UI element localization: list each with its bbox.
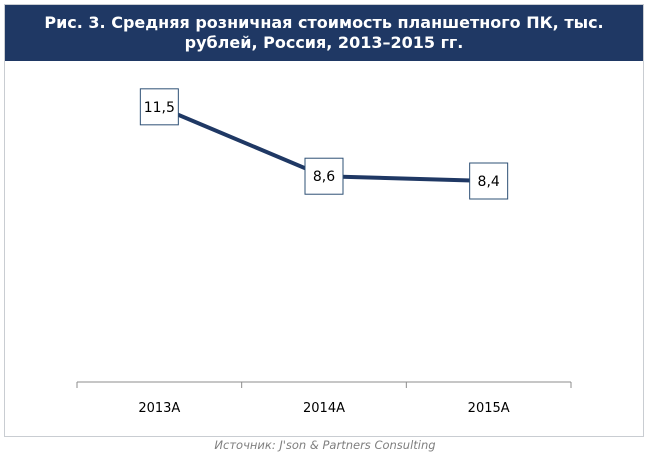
chart-title: Рис. 3. Средняя розничная стоимость план…	[44, 13, 604, 52]
x-tick-label: 2015А	[468, 401, 510, 416]
x-tick-label: 2013А	[138, 401, 180, 416]
data-label-box	[139, 88, 179, 126]
chart-frame: Рис. 3. Средняя розничная стоимость план…	[4, 4, 644, 437]
data-label-box	[304, 157, 344, 195]
data-label: 11,5	[144, 100, 175, 116]
source-note: Источник: J'son & Partners Consulting	[214, 438, 436, 452]
chart-header: Рис. 3. Средняя розничная стоимость план…	[5, 5, 643, 61]
data-label: 8,4	[478, 174, 500, 190]
line-chart: 2013А 2014А 2015А 11,5 8,6 8,4	[76, 88, 572, 416]
data-label-box	[469, 162, 509, 200]
x-tick-label: 2014А	[303, 401, 345, 416]
data-label: 8,6	[313, 169, 335, 185]
